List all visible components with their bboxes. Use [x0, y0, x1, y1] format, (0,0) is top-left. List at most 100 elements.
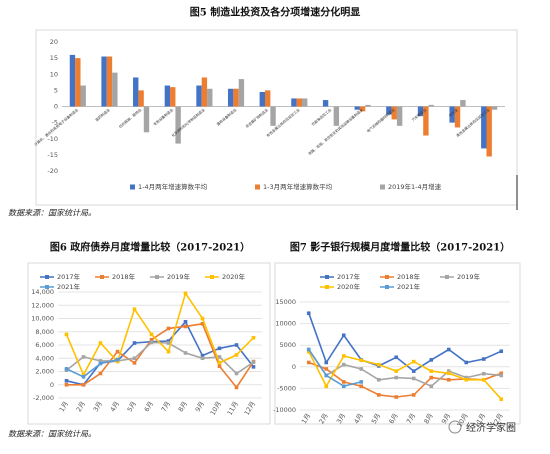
- point-marker: [464, 377, 469, 382]
- point-marker: [306, 311, 311, 316]
- x-tick-label: 11月: [226, 400, 240, 417]
- y-tick-label: 6,000: [35, 341, 54, 349]
- watermark: 经济学家圈: [466, 421, 516, 434]
- bar: [112, 72, 118, 107]
- bar: [333, 106, 340, 126]
- point-marker: [81, 382, 86, 387]
- y-tick-label: 10,000: [31, 315, 54, 323]
- bar: [75, 58, 81, 107]
- chart6-title: 图6 政府债券月度增量比较（2017-2021）: [50, 241, 250, 254]
- x-tick-label: 6月: [387, 412, 399, 425]
- bar: [270, 106, 276, 126]
- bar: [80, 85, 86, 107]
- bar: [460, 100, 466, 107]
- point-marker: [411, 376, 416, 381]
- point-marker: [217, 361, 222, 365]
- point-marker: [132, 307, 137, 312]
- source-note: 数据来源：国家统计局。: [8, 430, 96, 439]
- series-line: [308, 351, 502, 400]
- point-marker: [446, 371, 451, 376]
- point-marker: [132, 361, 137, 365]
- point-marker: [411, 369, 416, 373]
- point-marker: [464, 375, 469, 380]
- y-tick-label: 0: [50, 381, 54, 389]
- series-line: [308, 312, 502, 373]
- bar: [175, 106, 181, 144]
- bar: [227, 88, 234, 107]
- point-marker: [306, 349, 311, 354]
- series-line: [65, 291, 255, 377]
- x-tick-label: 4月: [352, 412, 364, 425]
- x-tick-label: 电气机械和器材制造业: [366, 107, 396, 134]
- y-tick-label: 5: [54, 86, 58, 94]
- point-marker: [429, 375, 434, 380]
- point-marker: [411, 359, 416, 364]
- x-tick-label: 6月: [143, 400, 155, 413]
- bar: [259, 91, 265, 107]
- point-marker: [481, 371, 486, 376]
- y-tick-label: 15000: [275, 298, 296, 306]
- point-marker: [499, 373, 504, 378]
- point-marker: [166, 341, 171, 345]
- point-marker: [394, 369, 399, 373]
- x-tick-label: 7月: [405, 412, 417, 425]
- bar: [207, 88, 213, 107]
- point-marker: [251, 360, 256, 365]
- y-tick-label: 2,000: [35, 368, 54, 376]
- legend-label: 2018年: [112, 272, 136, 281]
- legend-swatch: [130, 184, 135, 190]
- legend-label: 1-3月两年增速算数平均: [263, 182, 333, 191]
- bar: [133, 77, 139, 107]
- y-tick-label: -15: [47, 151, 58, 159]
- y-tick-label: 4,000: [35, 354, 54, 362]
- point-marker: [234, 371, 239, 376]
- point-marker: [166, 349, 171, 354]
- point-marker: [234, 353, 239, 357]
- legend-marker: [385, 275, 389, 279]
- bar: [143, 106, 150, 133]
- bar: [365, 104, 371, 107]
- x-tick-label: 农副食品加工业: [310, 107, 332, 127]
- point-marker: [306, 347, 311, 352]
- x-tick-label: 专用设备制造业: [152, 107, 174, 127]
- y-tick-label: 14,000: [31, 288, 54, 296]
- point-marker: [394, 395, 399, 399]
- legend-label: 1-4月两年增速算数平均: [138, 182, 208, 191]
- point-marker: [429, 369, 434, 373]
- point-marker: [499, 349, 504, 354]
- bar: [201, 77, 208, 107]
- point-marker: [376, 377, 381, 382]
- legend-label: 2019年: [167, 272, 191, 281]
- legend-marker: [100, 275, 104, 279]
- legend-marker: [210, 275, 214, 279]
- x-tick-label: 5月: [370, 412, 382, 425]
- point-marker: [429, 384, 434, 389]
- point-marker: [183, 291, 188, 296]
- y-tick-label: 10000: [275, 320, 296, 328]
- bar: [302, 98, 308, 107]
- point-marker: [446, 377, 451, 382]
- point-marker: [359, 384, 364, 389]
- y-tick-label: -5: [52, 119, 58, 127]
- legend-label: 2021年: [57, 282, 81, 291]
- legend-label: 2018年: [397, 272, 421, 281]
- point-marker: [499, 397, 504, 401]
- series-line: [308, 349, 502, 388]
- point-marker: [394, 355, 399, 360]
- point-marker: [446, 347, 451, 352]
- legend-label: 2019年: [457, 272, 481, 281]
- point-marker: [64, 378, 69, 383]
- bar: [264, 90, 271, 107]
- point-marker: [217, 364, 222, 368]
- watermark-icon: [448, 420, 462, 434]
- point-marker: [149, 337, 154, 342]
- point-marker: [98, 371, 103, 376]
- bar: [233, 88, 239, 107]
- bar: [486, 106, 492, 157]
- point-marker: [341, 384, 346, 389]
- bar: [481, 106, 487, 149]
- point-marker: [341, 333, 346, 338]
- point-marker: [234, 343, 239, 347]
- series-line: [66, 358, 118, 378]
- point-marker: [115, 357, 120, 362]
